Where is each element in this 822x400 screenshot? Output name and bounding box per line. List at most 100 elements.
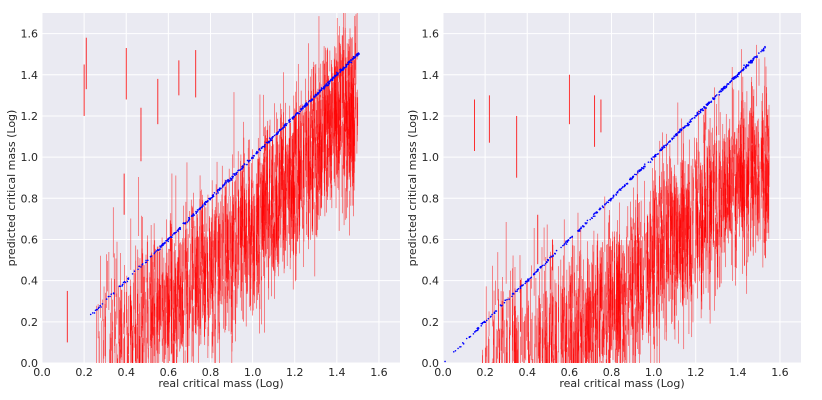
data-point (580, 226, 582, 228)
data-point (195, 212, 198, 215)
data-point (641, 167, 643, 169)
right-plot: 0.0 0.2 0.4 0.6 0.8 1.0 1.2 1.4 1.6 0.0 0.2 0.4 0.6 0… (406, 13, 801, 390)
data-point (544, 262, 547, 265)
data-point (734, 76, 736, 78)
data-point (149, 255, 152, 258)
data-point (511, 295, 513, 298)
data-point (616, 191, 619, 194)
data-point (218, 188, 220, 191)
data-point (545, 261, 548, 264)
data-point (317, 92, 319, 94)
data-point (354, 56, 357, 59)
data-point (656, 153, 659, 155)
y-tick-label: 0.2 (422, 316, 440, 329)
data-point (196, 210, 199, 213)
data-point (253, 154, 255, 157)
y-tick-label: 1.6 (422, 28, 440, 41)
data-point (188, 218, 191, 220)
data-point (331, 77, 334, 80)
error-bars (66, 13, 359, 363)
x-tick-label: 0.8 (202, 366, 220, 379)
data-point (710, 100, 713, 103)
data-point (615, 194, 618, 196)
data-point (741, 69, 744, 71)
data-point (560, 246, 562, 249)
y-tick-label: 1.4 (21, 69, 39, 82)
data-point (232, 173, 235, 175)
data-point (661, 146, 663, 149)
data-point (739, 71, 742, 73)
data-point (704, 107, 706, 109)
data-point (291, 117, 294, 120)
data-point (506, 298, 508, 301)
data-point (701, 108, 704, 110)
data-point (155, 250, 158, 252)
data-point (330, 79, 333, 81)
data-point (636, 170, 639, 172)
data-point (206, 200, 209, 203)
data-point (262, 145, 264, 148)
data-point (566, 240, 569, 242)
data-point (238, 169, 240, 171)
data-point (211, 196, 214, 198)
data-point (577, 229, 580, 232)
data-point (477, 328, 479, 331)
y-tick-label: 0.2 (21, 316, 39, 329)
data-point (680, 128, 683, 131)
prediction-points (444, 45, 766, 363)
data-point (309, 100, 312, 103)
data-point (748, 61, 751, 63)
data-point (683, 126, 686, 129)
data-point (112, 292, 115, 295)
data-point (713, 98, 716, 100)
data-point (752, 59, 754, 62)
data-point (105, 298, 108, 300)
data-point (635, 173, 638, 176)
data-point (320, 89, 323, 92)
data-point (595, 212, 597, 214)
data-point (335, 74, 338, 76)
data-point (356, 54, 359, 57)
data-point (229, 177, 232, 180)
data-point (517, 287, 520, 290)
data-point (179, 226, 181, 229)
data-point (121, 283, 124, 286)
data-point (162, 242, 164, 245)
data-point (671, 138, 674, 141)
data-point (119, 285, 122, 288)
data-point (161, 244, 163, 246)
data-point (649, 161, 652, 163)
y-tick-label: 0.0 (422, 357, 440, 370)
data-point (667, 141, 670, 144)
data-point (248, 159, 251, 162)
data-point (511, 293, 514, 295)
data-point (503, 301, 506, 304)
data-point (89, 313, 92, 316)
data-point (592, 215, 595, 218)
data-point (299, 110, 301, 113)
data-point (477, 327, 480, 330)
data-point (693, 116, 696, 119)
data-point (749, 59, 752, 62)
data-point (540, 265, 543, 268)
data-point (355, 55, 358, 57)
data-point (465, 337, 468, 340)
data-point (606, 201, 608, 203)
data-point (687, 123, 689, 125)
y-tick-label: 1.4 (422, 69, 440, 82)
data-point (516, 288, 519, 291)
data-point (643, 163, 646, 165)
data-point (760, 50, 762, 53)
data-point (722, 86, 725, 88)
data-point (562, 244, 564, 247)
data-point (199, 207, 201, 209)
data-point (621, 186, 624, 188)
data-point (209, 198, 211, 201)
data-point (727, 83, 730, 85)
data-point (519, 286, 522, 288)
data-point (550, 256, 553, 258)
data-point (296, 112, 299, 115)
data-point (216, 190, 219, 193)
data-point (339, 71, 341, 73)
data-point (736, 75, 739, 77)
